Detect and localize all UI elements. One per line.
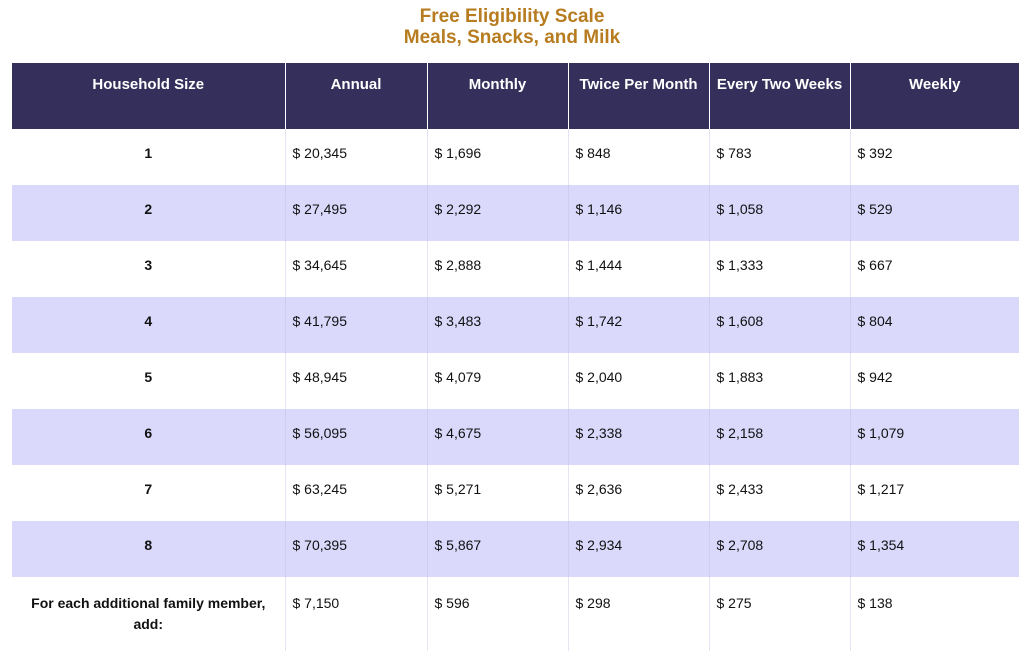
column-header-every-two-weeks: Every Two Weeks — [708, 63, 850, 129]
table-row: 6 $ 56,095 $ 4,675 $ 2,338 $ 2,158 $ 1,0… — [12, 409, 1019, 465]
twice-per-month-cell: $ 2,934 — [567, 521, 709, 577]
weekly-cell: $ 529 — [849, 185, 1019, 241]
eligibility-table: Household Size Annual Monthly Twice Per … — [12, 63, 1019, 651]
every-two-weeks-cell: $ 1,058 — [708, 185, 850, 241]
weekly-cell: $ 1,354 — [849, 521, 1019, 577]
column-header-monthly: Monthly — [426, 63, 568, 129]
household-size-cell: 1 — [144, 145, 153, 161]
table-row: 8 $ 70,395 $ 5,867 $ 2,934 $ 2,708 $ 1,3… — [12, 521, 1019, 577]
additional-member-label: For each additional family member, add: — [31, 595, 266, 632]
monthly-cell: $ 5,867 — [426, 521, 568, 577]
weekly-cell: $ 667 — [849, 241, 1019, 297]
every-two-weeks-cell: $ 2,433 — [708, 465, 850, 521]
column-header-twice-per-month: Twice Per Month — [567, 63, 709, 129]
table-row: 1 $ 20,345 $ 1,696 $ 848 $ 783 $ 392 — [12, 129, 1019, 185]
table-row: 3 $ 34,645 $ 2,888 $ 1,444 $ 1,333 $ 667 — [12, 241, 1019, 297]
annual-cell: $ 27,495 — [284, 185, 427, 241]
annual-cell: $ 63,245 — [284, 465, 427, 521]
title-line-1: Free Eligibility Scale — [419, 6, 605, 27]
every-two-weeks-cell: $ 1,883 — [708, 353, 850, 409]
monthly-cell: $ 3,483 — [426, 297, 568, 353]
monthly-cell: $ 2,292 — [426, 185, 568, 241]
weekly-cell: $ 804 — [849, 297, 1019, 353]
every-two-weeks-cell: $ 2,158 — [708, 409, 850, 465]
twice-per-month-cell: $ 2,338 — [567, 409, 709, 465]
twice-per-month-cell: $ 2,636 — [567, 465, 709, 521]
every-two-weeks-cell: $ 275 — [708, 577, 850, 651]
table-header: Household Size Annual Monthly Twice Per … — [12, 63, 1019, 129]
household-size-cell: 5 — [144, 369, 153, 385]
weekly-cell: $ 1,217 — [849, 465, 1019, 521]
weekly-cell: $ 1,079 — [849, 409, 1019, 465]
annual-cell: $ 70,395 — [284, 521, 427, 577]
table-row: 5 $ 48,945 $ 4,079 $ 2,040 $ 1,883 $ 942 — [12, 353, 1019, 409]
every-two-weeks-cell: $ 2,708 — [708, 521, 850, 577]
annual-cell: $ 41,795 — [284, 297, 427, 353]
table-row: 7 $ 63,245 $ 5,271 $ 2,636 $ 2,433 $ 1,2… — [12, 465, 1019, 521]
household-size-cell: 6 — [144, 425, 153, 441]
twice-per-month-cell: $ 1,146 — [567, 185, 709, 241]
weekly-cell: $ 392 — [849, 129, 1019, 185]
twice-per-month-cell: $ 298 — [567, 577, 709, 651]
twice-per-month-cell: $ 2,040 — [567, 353, 709, 409]
monthly-cell: $ 4,079 — [426, 353, 568, 409]
twice-per-month-cell: $ 848 — [567, 129, 709, 185]
monthly-cell: $ 2,888 — [426, 241, 568, 297]
every-two-weeks-cell: $ 1,333 — [708, 241, 850, 297]
household-size-cell: 8 — [144, 537, 153, 553]
weekly-cell: $ 942 — [849, 353, 1019, 409]
household-size-cell: 7 — [144, 481, 153, 497]
twice-per-month-cell: $ 1,742 — [567, 297, 709, 353]
household-size-cell: 4 — [144, 313, 153, 329]
header-row: Household Size Annual Monthly Twice Per … — [12, 63, 1019, 129]
monthly-cell: $ 1,696 — [426, 129, 568, 185]
annual-cell: $ 56,095 — [284, 409, 427, 465]
annual-cell: $ 48,945 — [284, 353, 427, 409]
column-header-household-size: Household Size — [12, 63, 285, 129]
monthly-cell: $ 5,271 — [426, 465, 568, 521]
annual-cell: $ 34,645 — [284, 241, 427, 297]
page-title: Free Eligibility Scale Meals, Snacks, an… — [0, 6, 1024, 48]
annual-cell: $ 7,150 — [284, 577, 427, 651]
weekly-cell: $ 138 — [849, 577, 1019, 651]
twice-per-month-cell: $ 1,444 — [567, 241, 709, 297]
table-row-additional-member: For each additional family member, add: … — [12, 577, 1019, 651]
annual-cell: $ 20,345 — [284, 129, 427, 185]
household-size-cell: 2 — [144, 201, 153, 217]
every-two-weeks-cell: $ 1,608 — [708, 297, 850, 353]
table-row: 2 $ 27,495 $ 2,292 $ 1,146 $ 1,058 $ 529 — [12, 185, 1019, 241]
every-two-weeks-cell: $ 783 — [708, 129, 850, 185]
table-body: 1 $ 20,345 $ 1,696 $ 848 $ 783 $ 392 2 $… — [12, 129, 1019, 651]
monthly-cell: $ 596 — [426, 577, 568, 651]
column-header-annual: Annual — [284, 63, 427, 129]
title-line-2: Meals, Snacks, and Milk — [403, 27, 621, 48]
monthly-cell: $ 4,675 — [426, 409, 568, 465]
column-header-weekly: Weekly — [849, 63, 1019, 129]
household-size-cell: 3 — [144, 257, 153, 273]
table-row: 4 $ 41,795 $ 3,483 $ 1,742 $ 1,608 $ 804 — [12, 297, 1019, 353]
